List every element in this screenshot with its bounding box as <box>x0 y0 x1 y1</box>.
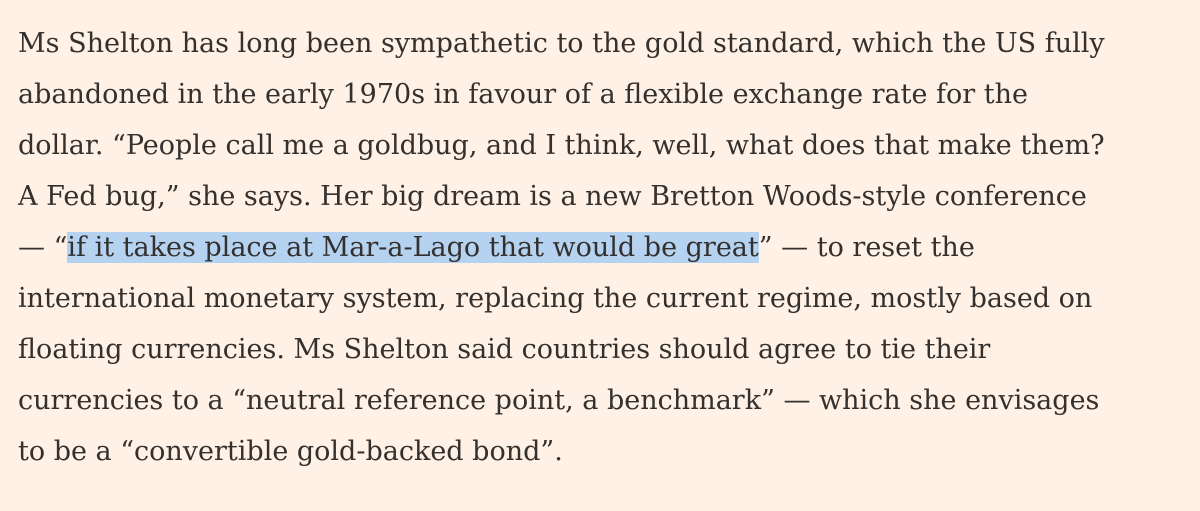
selected-text: if it takes place at Mar-a-Lago that wou… <box>67 232 759 263</box>
text-line: international monetary system, replacing… <box>18 283 1093 314</box>
text-line: — “if it takes place at Mar-a-Lago that … <box>18 222 1193 273</box>
text-line: abandoned in the early 1970s in favour o… <box>18 79 1028 110</box>
text-line: A Fed bug,” she says. Her big dream is a… <box>18 181 1087 212</box>
text-line: dollar. “People call me a goldbug, and I… <box>18 130 1105 161</box>
text-line: to be a “convertible gold-backed bond”. <box>18 436 563 467</box>
text-line: floating currencies. Ms Shelton said cou… <box>18 334 991 365</box>
text-segment: — “ <box>18 232 68 263</box>
text-line: Ms Shelton has long been sympathetic to … <box>18 28 1105 59</box>
text-segment: ” — to reset the <box>758 232 975 263</box>
text-line: currencies to a “neutral reference point… <box>18 385 1100 416</box>
article-paragraph: Ms Shelton has long been sympathetic to … <box>18 18 1193 477</box>
